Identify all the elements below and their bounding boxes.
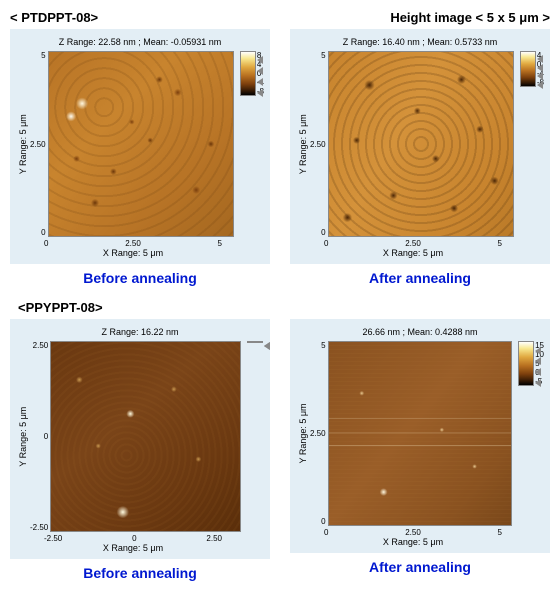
section2-title: <PPYPPT-08> xyxy=(18,300,550,315)
afm-panel: Z Range: 16.40 nm ; Mean: 0.5733 nm Y Ran… xyxy=(290,29,550,264)
afm-height-image xyxy=(328,341,513,526)
x-ticks: 02.505 xyxy=(324,528,502,537)
colorbar xyxy=(240,51,256,96)
y-ticks: 52.500 xyxy=(30,51,48,237)
x-axis-label: X Range: 5 μm xyxy=(324,248,502,258)
afm-height-image xyxy=(328,51,514,237)
x-ticks: 02.505 xyxy=(44,239,222,248)
panel-caption: Before annealing xyxy=(10,270,270,286)
y-axis-label: Y Range: 5 μm xyxy=(16,341,30,532)
y-axis-label: Y Range: 5 μm xyxy=(296,51,310,237)
panel-caption: After annealing xyxy=(290,559,550,575)
y-axis-label: Y Range: 5 μm xyxy=(296,341,310,526)
zrange-label: Z Range: 16.40 nm ; Mean: 0.5733 nm xyxy=(296,37,544,47)
zrange-label: 26.66 nm ; Mean: 0.4288 nm xyxy=(296,327,544,337)
x-axis-label: X Range: 5 μm xyxy=(44,543,222,553)
afm-height-image xyxy=(48,51,234,237)
y-ticks: 52.500 xyxy=(310,341,328,526)
zrange-label: Z Range: 22.58 nm ; Mean: -0.05931 nm xyxy=(16,37,264,47)
panel-caption: Before annealing xyxy=(10,565,270,581)
panel-caption: After annealing xyxy=(290,270,550,286)
afm-panel: 26.66 nm ; Mean: 0.4288 nm Y Range: 5 μm5… xyxy=(290,319,550,553)
x-axis-label: X Range: 5 μm xyxy=(324,537,502,547)
header-left: < PTDPPT-08> xyxy=(10,10,98,25)
header-right: Height image < 5 x 5 μm > xyxy=(390,10,550,25)
y-axis-label: Y Range: 5 μm xyxy=(16,51,30,237)
colorbar xyxy=(520,51,536,87)
afm-height-image xyxy=(50,341,241,532)
colorbar xyxy=(518,341,534,386)
colorbar xyxy=(247,341,263,343)
x-axis-label: X Range: 5 μm xyxy=(44,248,222,258)
x-ticks: 02.505 xyxy=(324,239,502,248)
y-ticks: 52.500 xyxy=(310,51,328,237)
y-ticks: 2.500-2.50 xyxy=(30,341,50,532)
afm-panel: Z Range: 16.22 nm Y Range: 5 μm2.500-2.50… xyxy=(10,319,270,559)
zrange-label: Z Range: 16.22 nm xyxy=(16,327,264,337)
afm-panel: Z Range: 22.58 nm ; Mean: -0.05931 nm Y R… xyxy=(10,29,270,264)
x-ticks: -2.5002.50 xyxy=(44,534,222,543)
